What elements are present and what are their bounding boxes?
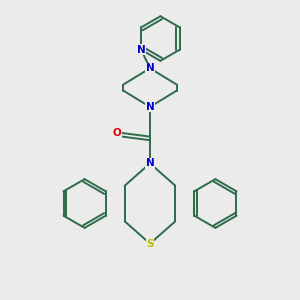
Text: N: N xyxy=(137,45,146,55)
Text: S: S xyxy=(146,238,154,249)
Text: O: O xyxy=(113,128,122,138)
Text: N: N xyxy=(146,102,154,112)
Text: N: N xyxy=(146,63,154,73)
Text: N: N xyxy=(146,158,154,168)
